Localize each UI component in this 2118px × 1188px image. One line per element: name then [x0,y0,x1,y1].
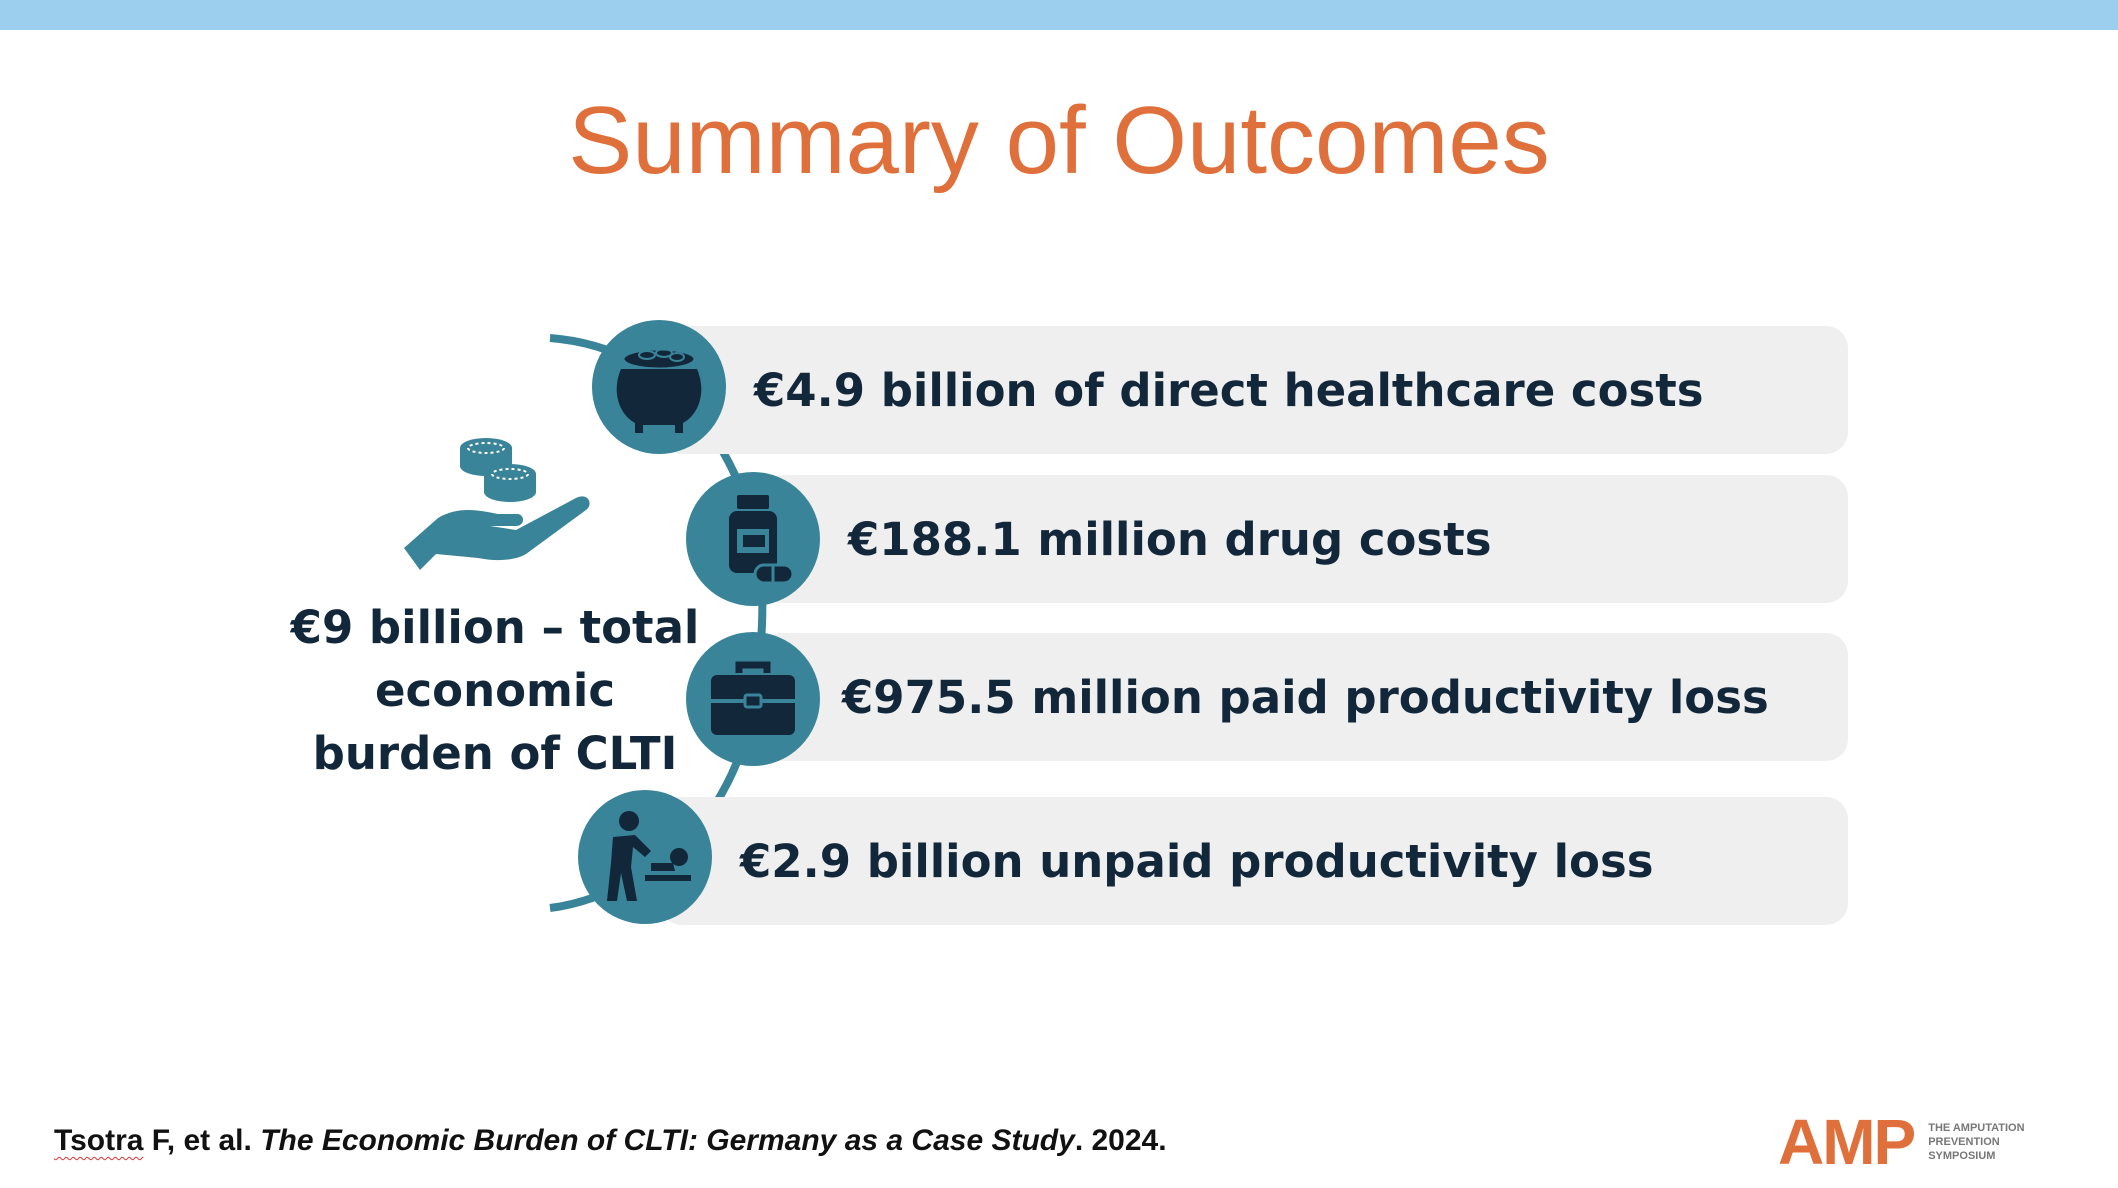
logo-line-2: PREVENTION [1928,1136,2000,1148]
medicine-bottle-icon [686,472,820,606]
citation-author: Tsotra [54,1124,144,1157]
top-accent-bar [0,0,2118,30]
outcome-item-healthcare: €4.9 billion of direct healthcare costs [660,326,1848,454]
outcome-label: €2.9 billion unpaid productivity loss [740,834,1654,888]
logo-line-3: SYMPOSIUM [1928,1150,1996,1162]
logo-mark: AMP [1778,1106,1916,1178]
total-line-1: €9 billion – total [290,601,700,654]
caregiver-icon [578,790,712,924]
citation-year: . 2024. [1074,1124,1167,1157]
total-burden-text: €9 billion – total economic burden of CL… [280,596,710,785]
total-line-3: burden of CLTI [312,727,678,780]
outcome-label: €188.1 million drug costs [848,512,1492,566]
outcome-label: €975.5 million paid productivity loss [842,670,1769,724]
citation-etal: F, et al. [143,1124,261,1157]
outcome-label: €4.9 billion of direct healthcare costs [754,363,1704,417]
hand-with-coins-icon [404,438,590,570]
citation-work: The Economic Burden of CLTI: Germany as … [260,1124,1075,1157]
amp-logo: AMP THE AMPUTATION PREVENTION SYMPOSIUM [1778,1110,2058,1174]
outcome-item-unpaid-loss: €2.9 billion unpaid productivity loss [660,797,1848,925]
pot-of-coins-icon [592,320,726,454]
citation: Tsotra F, et al. The Economic Burden of … [54,1124,1167,1158]
total-line-2: economic [374,664,616,717]
outcome-item-paid-loss: €975.5 million paid productivity loss [760,633,1848,761]
outcome-item-drugs: €188.1 million drug costs [760,475,1848,603]
slide-title: Summary of Outcomes [568,87,1550,194]
logo-subtitle: THE AMPUTATION PREVENTION SYMPOSIUM [1928,1121,2058,1163]
logo-line-1: THE AMPUTATION [1928,1122,2025,1134]
briefcase-icon [686,632,820,766]
